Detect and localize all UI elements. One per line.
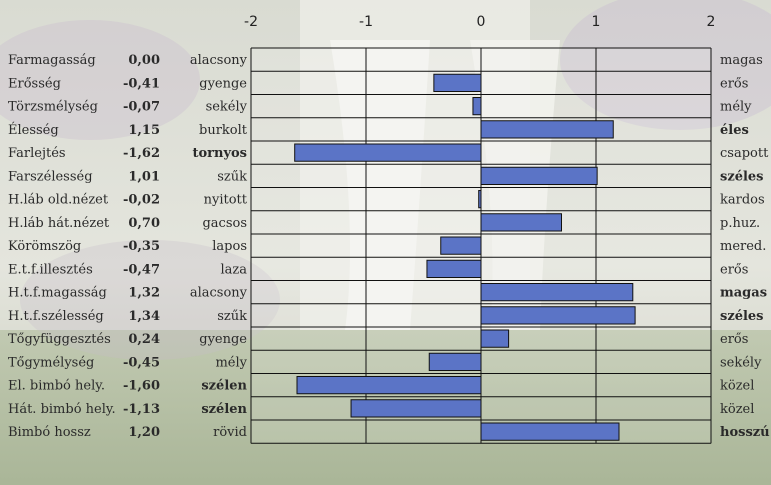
trait-label: E.t.f.illesztés [8, 262, 93, 277]
bar [480, 213, 562, 232]
trait-label: Körömszög [8, 239, 81, 254]
trait-label: Tőgyfüggesztés [8, 332, 111, 347]
bar [478, 190, 482, 209]
high-pole-label: széles [720, 309, 764, 324]
low-pole-label: alacsony [190, 53, 248, 68]
value-label: -0,02 [123, 193, 160, 208]
bar [350, 399, 482, 418]
bar [480, 329, 510, 348]
trait-label: H.t.f.szélesség [8, 309, 104, 324]
high-pole-label: széles [720, 169, 764, 184]
value-label: -0,41 [123, 76, 160, 91]
low-pole-label: gyenge [199, 332, 247, 347]
x-tick-label: 0 [477, 14, 486, 30]
high-pole-label: éles [720, 123, 749, 138]
high-pole-label: mély [720, 100, 752, 115]
high-pole-label: közel [720, 379, 754, 394]
high-pole-label: erős [720, 332, 748, 347]
value-label: 1,32 [128, 286, 160, 301]
low-pole-label: szélen [201, 379, 247, 394]
bar [480, 306, 636, 325]
low-pole-label: alacsony [190, 286, 248, 301]
high-pole-label: csapott [720, 146, 769, 161]
low-pole-label: szűk [217, 169, 247, 184]
value-label: 1,01 [128, 169, 160, 184]
value-label: -0,35 [123, 239, 160, 254]
low-pole-label: szélen [201, 402, 247, 417]
low-pole-label: sekély [206, 100, 248, 115]
value-label: -1,62 [123, 146, 160, 161]
x-tick-label: 2 [707, 14, 716, 30]
value-label: -1,13 [123, 402, 160, 417]
trait-label: Törzsmélység [8, 100, 98, 115]
low-pole-label: mély [215, 355, 247, 370]
low-pole-label: laza [220, 262, 247, 277]
x-tick-label: -1 [359, 14, 373, 30]
trait-label: Tőgymélység [8, 355, 94, 370]
high-pole-label: magas [720, 286, 767, 301]
bar [428, 352, 482, 371]
trait-label: H.láb old.nézet [8, 193, 109, 208]
bar [433, 73, 482, 92]
high-pole-label: p.huz. [720, 216, 760, 231]
value-label: -0,45 [123, 355, 160, 370]
value-label: 1,20 [128, 425, 160, 440]
value-label: -0,07 [123, 100, 160, 115]
bar [480, 120, 614, 139]
value-label: 0,24 [128, 332, 160, 347]
low-pole-label: gacsos [202, 216, 247, 231]
high-pole-label: hosszú [720, 425, 770, 440]
bar [296, 376, 482, 395]
value-label: 0,70 [128, 216, 160, 231]
bar [294, 143, 482, 162]
low-pole-label: tornyos [192, 146, 247, 161]
high-pole-label: mered. [720, 239, 766, 254]
trait-label: Farlejtés [8, 146, 66, 161]
high-pole-label: erős [720, 76, 748, 91]
low-pole-label: nyitott [204, 193, 248, 208]
high-pole-label: kardos [720, 193, 765, 208]
value-label: 1,34 [128, 309, 160, 324]
trait-label: Farszélesség [8, 169, 93, 184]
trait-label: El. bimbó hely. [8, 379, 105, 394]
value-label: -1,60 [123, 379, 160, 394]
bar [480, 166, 598, 185]
bar [472, 97, 482, 116]
trait-label: H.t.f.magasság [8, 286, 107, 301]
bar [440, 236, 482, 255]
low-pole-label: burkolt [199, 123, 248, 138]
x-tick-label: -2 [244, 14, 258, 30]
trait-label: Élesség [8, 122, 59, 138]
bar [426, 259, 482, 278]
value-label: -0,47 [123, 262, 160, 277]
trait-label: H.láb hát.nézet [8, 216, 110, 231]
bar [480, 283, 634, 302]
high-pole-label: sekély [720, 355, 762, 370]
low-pole-label: lapos [212, 239, 247, 254]
trait-label: Hát. bimbó hely. [8, 402, 116, 417]
low-pole-label: szűk [217, 309, 247, 324]
bar [480, 422, 620, 441]
high-pole-label: erős [720, 262, 748, 277]
trait-label: Farmagasság [8, 53, 96, 68]
value-label: 0,00 [128, 53, 160, 68]
trait-label: Bimbó hossz [8, 425, 91, 440]
low-pole-label: gyenge [199, 76, 247, 91]
x-tick-label: 1 [592, 14, 601, 30]
trait-label: Erősség [8, 76, 61, 91]
high-pole-label: közel [720, 402, 754, 417]
value-label: 1,15 [128, 123, 160, 138]
low-pole-label: rövid [213, 425, 247, 440]
high-pole-label: magas [720, 53, 763, 68]
